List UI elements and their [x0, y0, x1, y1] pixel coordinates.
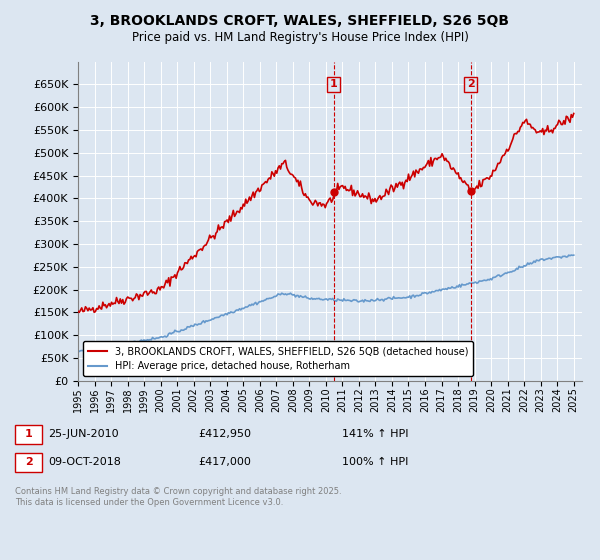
Legend: 3, BROOKLANDS CROFT, WALES, SHEFFIELD, S26 5QB (detached house), HPI: Average pr: 3, BROOKLANDS CROFT, WALES, SHEFFIELD, S…	[83, 342, 473, 376]
Text: 3, BROOKLANDS CROFT, WALES, SHEFFIELD, S26 5QB: 3, BROOKLANDS CROFT, WALES, SHEFFIELD, S…	[91, 14, 509, 28]
Text: 1: 1	[25, 429, 32, 439]
Text: 1: 1	[330, 80, 338, 90]
Text: 2: 2	[25, 457, 32, 467]
Text: 141% ↑ HPI: 141% ↑ HPI	[342, 429, 409, 439]
Text: £417,000: £417,000	[198, 457, 251, 467]
Text: 2: 2	[467, 80, 475, 90]
Text: 25-JUN-2010: 25-JUN-2010	[48, 429, 119, 439]
Text: 100% ↑ HPI: 100% ↑ HPI	[342, 457, 409, 467]
Text: £412,950: £412,950	[198, 429, 251, 439]
Text: Contains HM Land Registry data © Crown copyright and database right 2025.
This d: Contains HM Land Registry data © Crown c…	[15, 487, 341, 507]
Text: Price paid vs. HM Land Registry's House Price Index (HPI): Price paid vs. HM Land Registry's House …	[131, 31, 469, 44]
Text: 09-OCT-2018: 09-OCT-2018	[48, 457, 121, 467]
